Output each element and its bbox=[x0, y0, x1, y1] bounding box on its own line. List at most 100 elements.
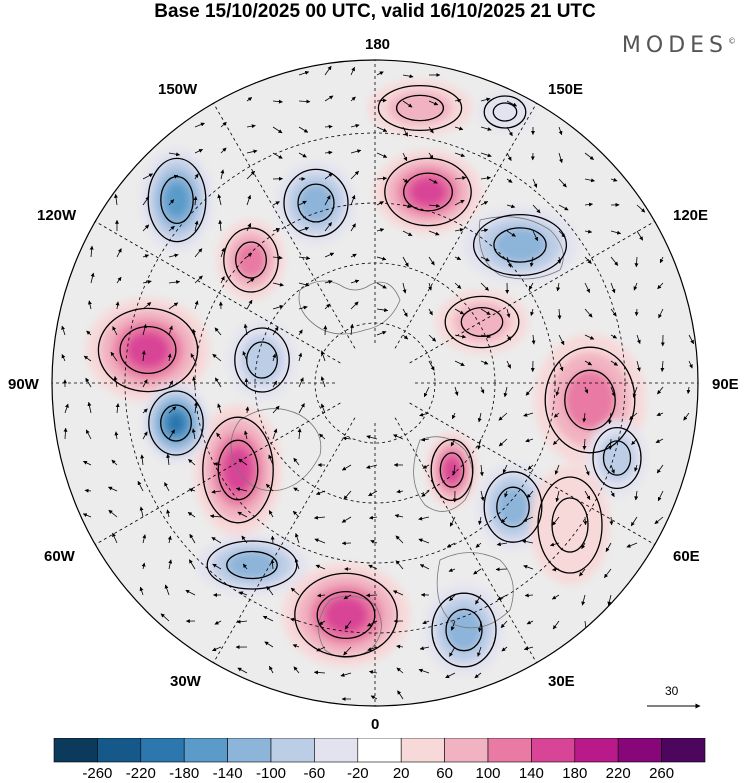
wind-arrow-icon bbox=[142, 323, 147, 336]
wind-arrow-icon bbox=[168, 302, 179, 310]
contour-inner-A15 bbox=[564, 369, 616, 431]
wind-arrow-icon bbox=[246, 194, 252, 206]
wind-arrow-icon bbox=[454, 360, 465, 367]
wind-arrow-icon bbox=[497, 594, 508, 601]
wind-arrow-icon bbox=[367, 646, 378, 651]
wind-arrow-icon bbox=[451, 412, 456, 420]
wind-arrow-icon bbox=[656, 412, 664, 417]
wind-arrow-icon bbox=[480, 256, 490, 262]
contour-inner-A8 bbox=[460, 306, 504, 338]
wind-arrow-icon bbox=[192, 328, 197, 336]
wind-arrow-icon bbox=[605, 542, 612, 552]
wind-arrow-icon bbox=[114, 193, 118, 206]
wind-arrow-icon bbox=[633, 282, 638, 291]
wind-arrow-icon bbox=[556, 282, 561, 292]
wind-arrow-icon bbox=[503, 386, 508, 398]
wind-arrow-icon bbox=[246, 278, 255, 284]
contour-inner-A13 bbox=[439, 452, 465, 488]
contour-A18 bbox=[377, 84, 463, 132]
wind-arrow-icon bbox=[324, 150, 333, 155]
wind-arrow-icon bbox=[610, 177, 618, 182]
wind-arrow-icon bbox=[137, 480, 144, 492]
wind-arrow-icon bbox=[428, 256, 435, 266]
wind-arrow-icon bbox=[298, 352, 303, 362]
wind-arrow-icon bbox=[688, 360, 693, 369]
colorbar-swatch bbox=[270, 738, 315, 763]
colorbar-swatch bbox=[487, 738, 532, 763]
wind-arrow-icon bbox=[452, 464, 457, 476]
anomaly-field bbox=[86, 80, 647, 676]
wind-arrow-icon bbox=[376, 228, 385, 232]
contour-A3 bbox=[283, 168, 349, 238]
colorbar-tick-label: 180 bbox=[562, 765, 588, 782]
lon-label-left: 90W bbox=[8, 376, 39, 393]
wind-arrow-icon bbox=[626, 542, 638, 548]
wind-arrow-icon bbox=[297, 428, 302, 440]
wind-arrow-icon bbox=[528, 282, 534, 290]
wind-arrow-icon bbox=[272, 126, 283, 134]
wind-arrow-icon bbox=[525, 386, 534, 396]
colorbar-swatch bbox=[444, 738, 489, 763]
wind-arrow-icon bbox=[376, 282, 387, 289]
colorbar-tick-label: -100 bbox=[255, 765, 287, 782]
wind-arrow-icon bbox=[320, 350, 326, 362]
wind-arrow-icon bbox=[168, 199, 175, 206]
wind-arrow-icon bbox=[418, 538, 430, 544]
lon-label-150w: 150W bbox=[158, 81, 198, 98]
wind-arrow-icon bbox=[293, 457, 300, 466]
anomaly-A2 bbox=[409, 177, 447, 207]
colorbar-swatch bbox=[227, 738, 272, 763]
wind-arrow-icon bbox=[552, 620, 560, 630]
chart-title: Base 15/10/2025 00 UTC, valid 16/10/2025… bbox=[154, 1, 596, 22]
wind-arrow-icon bbox=[340, 672, 352, 677]
wind-arrow-icon bbox=[558, 178, 567, 188]
colorbar-tick-label: 220 bbox=[605, 765, 631, 782]
wind-arrow-icon bbox=[584, 386, 589, 394]
wind-arrow-icon bbox=[272, 255, 283, 260]
wind-arrow-icon bbox=[168, 380, 174, 388]
wind-arrow-icon bbox=[480, 308, 491, 316]
wind-arrow-icon bbox=[61, 325, 66, 336]
wind-arrow-icon bbox=[683, 412, 690, 421]
wind-arrow-icon bbox=[610, 464, 615, 474]
contour-A4 bbox=[223, 227, 279, 293]
wind-arrow-icon bbox=[581, 542, 586, 550]
wind-arrow-icon bbox=[244, 377, 249, 388]
wind-arrow-icon bbox=[428, 152, 434, 160]
wind-arrow-icon bbox=[584, 334, 595, 340]
meridian-line bbox=[95, 402, 341, 545]
wind-arrow-icon bbox=[194, 220, 199, 232]
wind-arrow-icon bbox=[658, 308, 664, 319]
wind-arrow-icon bbox=[272, 201, 280, 206]
wind-arrow-icon bbox=[504, 490, 508, 498]
wind-arrow-icon bbox=[506, 100, 518, 107]
wind-arrow-icon bbox=[419, 646, 430, 651]
wind-arrow-icon bbox=[272, 326, 279, 336]
wind-arrow-icon bbox=[634, 464, 638, 472]
wind-arrow-icon bbox=[686, 386, 691, 395]
wind-arrow-icon bbox=[112, 532, 118, 544]
wind-arrow-icon bbox=[243, 323, 248, 336]
wind-arrow-icon bbox=[454, 334, 467, 339]
wind-arrow-icon bbox=[266, 585, 274, 596]
wind-arrow-icon bbox=[319, 433, 326, 440]
wind-arrow-icon bbox=[265, 483, 274, 492]
wind-arrow-icon bbox=[501, 646, 508, 652]
wind-arrow-icon bbox=[428, 334, 437, 342]
lon-label-right: 90E bbox=[712, 376, 739, 393]
wind-arrow-icon bbox=[167, 353, 172, 362]
wind-arrow-icon bbox=[506, 230, 516, 237]
wind-arrow-icon bbox=[324, 172, 333, 180]
colorbar-tick-label: 260 bbox=[649, 765, 675, 782]
wind-arrow-icon bbox=[164, 482, 170, 492]
wind-arrow-icon bbox=[506, 360, 512, 369]
wind-arrow-icon bbox=[368, 564, 378, 570]
wind-arrow-icon bbox=[428, 308, 433, 316]
contour-A16 bbox=[206, 540, 298, 590]
wind-arrow-icon bbox=[188, 459, 196, 466]
wind-arrow-icon bbox=[506, 152, 512, 161]
colorbar-tick-label: 60 bbox=[436, 765, 453, 782]
wind-arrow-icon bbox=[272, 227, 281, 232]
wind-arrow-icon bbox=[475, 594, 482, 605]
anomaly-A12 bbox=[446, 609, 482, 651]
